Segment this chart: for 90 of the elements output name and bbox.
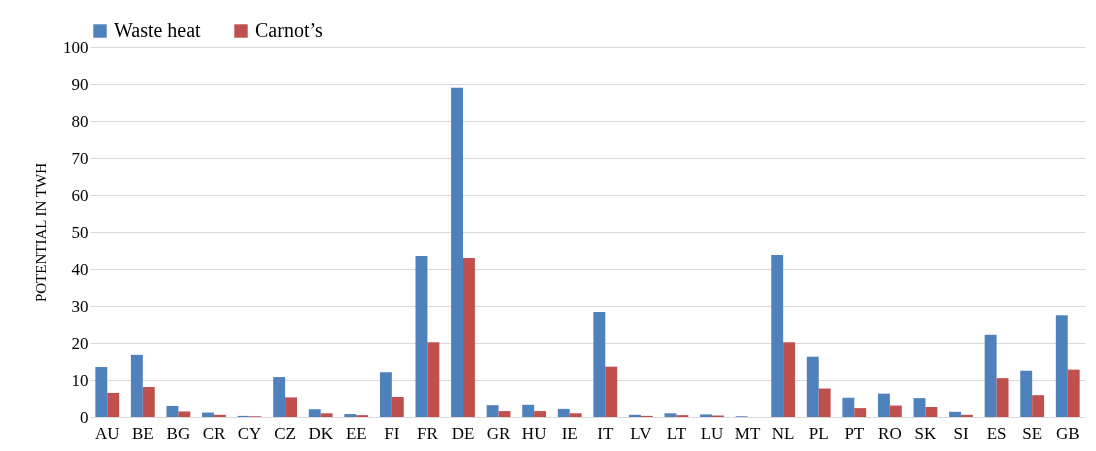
bar — [593, 311, 606, 417]
bar — [344, 414, 357, 417]
bar — [1020, 370, 1033, 417]
x-tick-label: DK — [308, 423, 334, 443]
bar — [771, 254, 784, 417]
x-tick-label: BG — [166, 423, 191, 443]
y-tick-label: 100 — [63, 37, 89, 57]
bar — [806, 356, 819, 417]
bar — [700, 414, 713, 417]
bar — [427, 342, 440, 417]
bar — [202, 412, 214, 417]
bar — [415, 256, 428, 417]
y-axis-title: POTENTIAL IN TWH — [33, 162, 49, 303]
y-tick-label: 40 — [71, 259, 89, 279]
x-tick-label: IE — [561, 423, 578, 443]
y-tick-label: 0 — [80, 407, 89, 427]
legend-label: Waste heat — [114, 19, 202, 41]
x-tick-label: LT — [666, 423, 687, 443]
bar — [486, 405, 499, 417]
bar — [142, 387, 155, 417]
y-tick-label: 50 — [71, 222, 89, 242]
x-tick-label: CZ — [274, 423, 296, 443]
y-tick-label: 70 — [71, 148, 89, 168]
bar — [462, 257, 475, 417]
x-tick-label: HU — [521, 423, 547, 443]
bar — [1067, 369, 1080, 417]
bar — [605, 366, 618, 417]
x-tick-label: EE — [345, 423, 367, 443]
bar — [961, 414, 973, 417]
bar — [498, 411, 511, 417]
x-tick-label: BE — [131, 423, 154, 443]
bar — [818, 388, 831, 417]
x-tick-label: RO — [878, 423, 902, 443]
x-tick-label: SK — [914, 423, 938, 443]
y-tick-label: 10 — [71, 370, 89, 390]
bar — [178, 411, 191, 417]
x-tick-label: CR — [202, 423, 226, 443]
bar — [557, 408, 570, 417]
bar — [996, 378, 1009, 417]
bar — [925, 407, 938, 417]
bar — [877, 393, 890, 417]
bar — [308, 409, 321, 417]
x-tick-label: IT — [597, 423, 614, 443]
bar — [213, 414, 226, 417]
bar — [107, 392, 120, 417]
x-tick-label: LU — [700, 423, 724, 443]
x-tick-label: DE — [451, 423, 475, 443]
bar — [984, 334, 997, 417]
bar — [285, 397, 298, 417]
bar — [664, 413, 677, 417]
bar — [1055, 315, 1068, 417]
bar — [842, 397, 855, 417]
bar — [913, 398, 926, 417]
x-tick-label: MT — [734, 423, 761, 443]
x-tick-label: SE — [1022, 423, 1043, 443]
bar — [166, 405, 179, 417]
bar — [391, 397, 404, 417]
x-tick-label: SI — [953, 423, 969, 443]
bar — [628, 414, 641, 417]
x-tick-label: FI — [384, 423, 400, 443]
x-tick-label: GR — [486, 423, 512, 443]
bar — [273, 377, 286, 417]
bar — [889, 405, 902, 417]
bar — [320, 413, 333, 417]
x-tick-label: ES — [986, 423, 1007, 443]
y-tick-label: 80 — [71, 111, 89, 131]
x-tick-label: LV — [630, 423, 653, 443]
bar — [783, 342, 796, 417]
bar — [854, 408, 867, 417]
bar — [379, 372, 392, 417]
x-tick-label: CY — [237, 423, 262, 443]
x-tick-label: FR — [417, 423, 439, 443]
x-tick-label: AU — [94, 423, 120, 443]
x-tick-label: NL — [771, 423, 795, 443]
bar — [130, 354, 143, 417]
bar — [949, 411, 962, 417]
x-tick-label: GB — [1055, 423, 1080, 443]
y-tick-label: 30 — [71, 296, 89, 316]
y-tick-label: 90 — [71, 74, 89, 94]
bar — [1032, 395, 1045, 417]
bar — [522, 404, 535, 417]
x-tick-label: PL — [808, 423, 829, 443]
bar — [451, 87, 463, 417]
legend-label: Carnot’s — [255, 19, 323, 41]
y-tick-label: 60 — [71, 185, 89, 205]
x-tick-label: PT — [844, 423, 865, 443]
bar — [95, 367, 108, 417]
bar — [534, 411, 547, 417]
y-tick-label: 20 — [71, 333, 89, 353]
bar — [569, 413, 582, 417]
